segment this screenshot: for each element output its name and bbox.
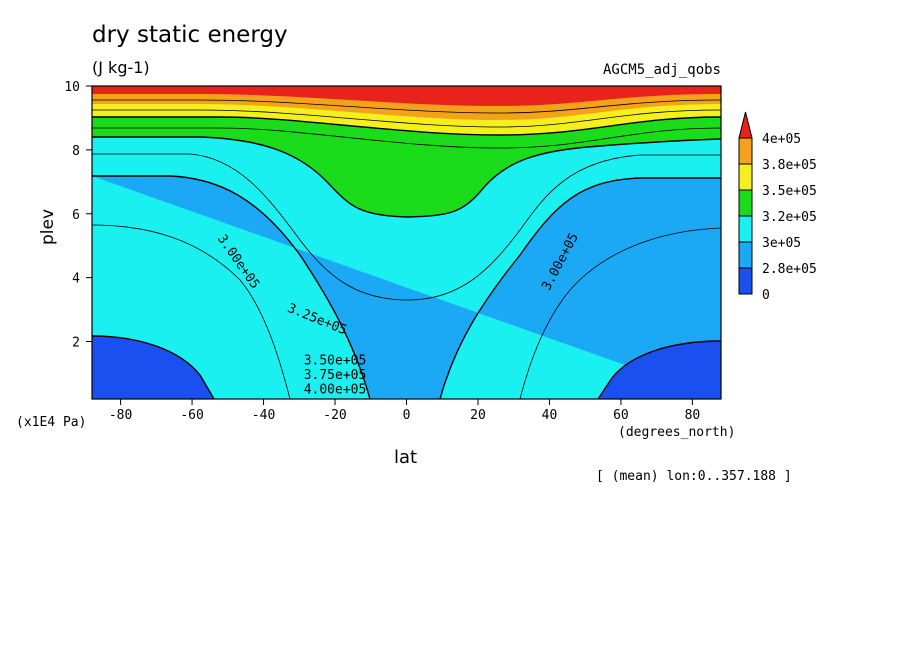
colorbar-swatch	[738, 215, 753, 243]
contour-label: 4.00e+05	[304, 382, 367, 397]
y-tick-label: 2	[72, 336, 80, 351]
x-tick-label: -20	[323, 408, 346, 423]
colorbar-label: 3e+05	[762, 236, 801, 251]
colorbar-swatch	[738, 137, 753, 165]
y-axis-units: (x1E4 Pa)	[16, 415, 87, 430]
colorbar: 4e+05 3.8e+05 3.5e+05 3.2e+05 3e+05 2.8e+05 0	[738, 111, 817, 303]
y-axis: 2 4 6 8 10	[64, 80, 92, 351]
colorbar-label: 3.2e+05	[762, 210, 817, 225]
band-2.8e05	[92, 176, 721, 399]
colorbar-label: 3.8e+05	[762, 158, 817, 173]
colorbar-arrow	[738, 111, 753, 139]
x-tick-label: 40	[542, 408, 558, 423]
y-tick-label: 8	[72, 144, 80, 159]
colorbar-swatch	[738, 267, 753, 295]
dataset-label: AGCM5_adj_qobs	[602, 62, 721, 78]
averaging-note: [ (mean) lon:0..357.188 ]	[596, 469, 792, 484]
y-tick-label: 6	[72, 208, 80, 223]
contour-lines	[92, 99, 721, 399]
x-tick-label: 0	[403, 408, 411, 423]
chart-units: (J kg-1)	[92, 58, 150, 77]
colorbar-swatch	[738, 163, 753, 191]
contour-line	[92, 99, 721, 114]
colorbar-swatch	[738, 241, 753, 269]
contour-line	[92, 335, 215, 399]
colorbar-label: 3.5e+05	[762, 184, 817, 199]
contour-line	[439, 177, 721, 399]
y-tick-label: 10	[64, 80, 80, 95]
x-tick-label: 20	[470, 408, 486, 423]
colorbar-label: 2.8e+05	[762, 262, 817, 277]
chart-title: dry static energy	[92, 22, 288, 48]
band-below-2.8e05-right	[598, 341, 721, 399]
contour-line	[92, 136, 721, 218]
contour-line	[597, 340, 721, 399]
band-below-2.8e05-left	[92, 336, 214, 399]
colorbar-swatch	[738, 189, 753, 217]
contour-line	[92, 175, 371, 399]
x-tick-label: 60	[613, 408, 629, 423]
colorbar-label: 0	[762, 288, 770, 303]
x-tick-label: 80	[685, 408, 701, 423]
colorbar-label: 4e+05	[762, 132, 801, 147]
contour-label: 3.75e+05	[304, 368, 367, 383]
contour-line	[92, 153, 721, 301]
contour-line	[92, 109, 721, 128]
y-tick-label: 4	[72, 272, 80, 287]
x-axis: -80 -60 -40 -20 0 20 40 60 80	[109, 399, 700, 423]
contour-line	[92, 224, 291, 399]
x-axis-label: lat	[394, 447, 418, 468]
x-tick-label: -40	[252, 408, 275, 423]
x-tick-label: -60	[180, 408, 203, 423]
contour-label: 3.50e+05	[304, 354, 367, 369]
contour-line	[92, 116, 721, 136]
filled-contours	[92, 86, 721, 399]
x-axis-units: (degrees_north)	[618, 425, 736, 440]
x-tick-label: -80	[109, 408, 132, 423]
contour-line	[519, 227, 721, 399]
contour-line	[92, 127, 721, 149]
